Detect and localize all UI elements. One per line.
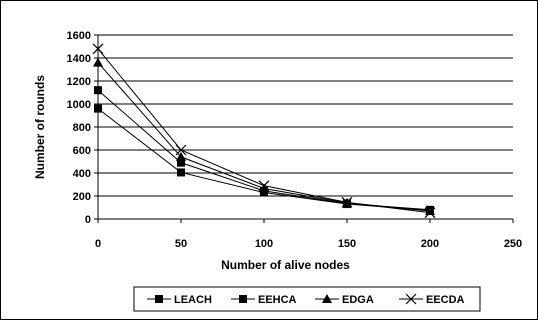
point-eecda-150: [341, 196, 353, 208]
legend-label-eecda: EECDA: [426, 294, 465, 306]
point-eecda-100: [258, 180, 270, 192]
point-leach-0: [94, 104, 102, 113]
y-tick-label-1600: 1600: [67, 30, 91, 42]
x-tick-label-0: 0: [95, 238, 101, 250]
y-tick-label-200: 200: [73, 191, 91, 203]
point-edga-100: [259, 183, 269, 193]
point-edga-0: [93, 57, 103, 67]
point-eehca-50: [177, 158, 185, 167]
point-edga-50: [176, 151, 186, 161]
y-tick-label-1400: 1400: [67, 53, 91, 65]
point-eehca-0: [94, 86, 102, 95]
point-leach-50: [177, 168, 185, 177]
legend-label-leach: LEACH: [174, 294, 212, 306]
y-axis-title: Number of rounds: [33, 75, 47, 179]
y-tick-label-800: 800: [73, 122, 91, 134]
y-tick-label-600: 600: [73, 145, 91, 157]
y-tick-label-400: 400: [73, 168, 91, 180]
legend-marker-eehca: [239, 295, 247, 303]
x-tick-label-250: 250: [504, 238, 522, 250]
legend-marker-eecda: [405, 293, 417, 305]
x-axis-title: Number of alive nodes: [221, 258, 350, 272]
x-tick-label-100: 100: [255, 238, 273, 250]
y-tick-label-0: 0: [85, 214, 91, 226]
y-tick-label-1000: 1000: [67, 99, 91, 111]
legend-marker-leach: [155, 295, 163, 303]
x-tick-label-200: 200: [421, 238, 439, 250]
legend-marker-edga: [322, 294, 332, 303]
legend-label-eehca: EEHCA: [258, 294, 297, 306]
x-tick-label-150: 150: [338, 238, 356, 250]
point-eecda-200: [424, 207, 436, 219]
legend-label-edga: EDGA: [342, 294, 374, 306]
point-eecda-0: [92, 43, 104, 55]
y-tick-label-1200: 1200: [67, 76, 91, 88]
x-tick-label-50: 50: [175, 238, 187, 250]
point-eecda-50: [175, 144, 187, 156]
